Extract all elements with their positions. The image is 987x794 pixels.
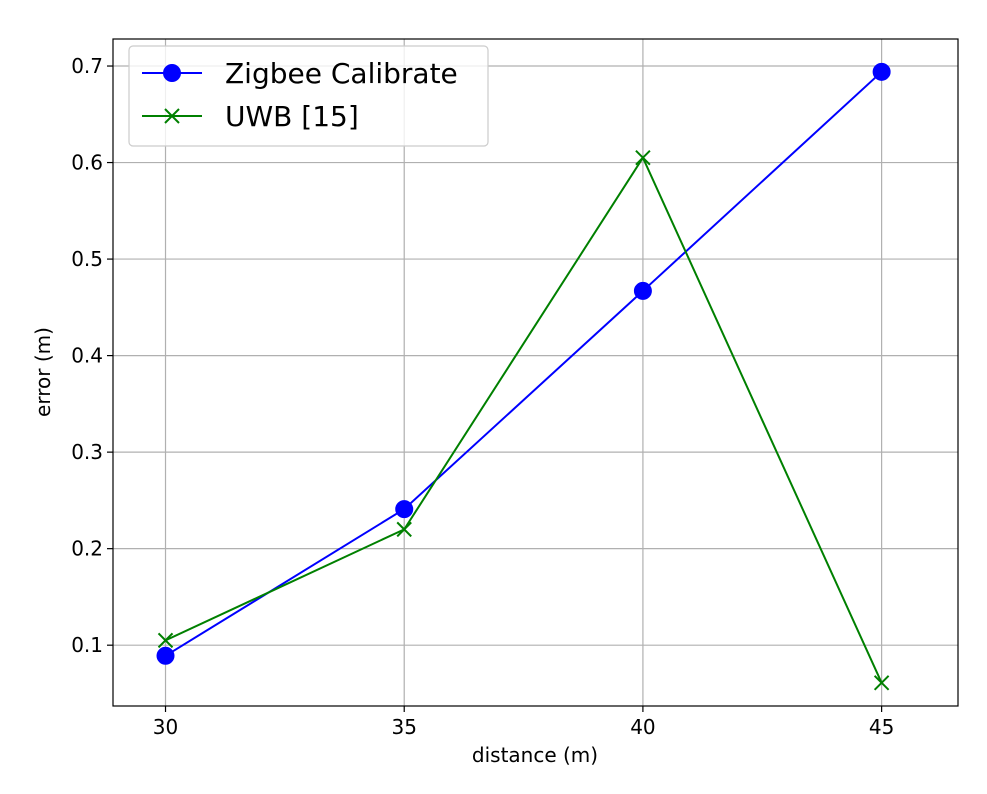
y-tick-label: 0.7 [71,54,103,78]
data-point-zigbee [872,62,891,81]
data-point-uwb [157,632,174,649]
data-point-uwb [873,675,890,691]
legend-label-zigbee: Zigbee Calibrate [225,57,458,90]
y-tick-label: 0.3 [71,440,103,464]
data-point-zigbee [156,646,175,665]
x-tick-label: 35 [391,715,416,739]
data-point-uwb [635,150,651,166]
data-point-zigbee [633,281,652,300]
data-point-zigbee [395,500,414,519]
legend-marker-zigbee [163,64,181,82]
plot-area [156,62,891,691]
legend-marker-uwb [164,108,180,124]
y-tick-label: 0.2 [71,537,103,561]
y-tick-label: 0.6 [71,151,103,175]
x-tick-label: 30 [153,715,178,739]
legend-label-uwb: UWB [15] [225,100,359,133]
y-axis-label: error (m) [31,327,55,417]
y-tick-label: 0.1 [71,633,103,657]
plot-frame [112,38,959,707]
x-axis-ticks: 30 35 40 45 [153,706,894,739]
y-tick-label: 0.5 [71,247,103,271]
data-point-uwb [396,521,412,538]
y-axis-ticks: 0.1 0.2 0.3 0.4 0.5 0.6 0.7 [71,54,113,657]
x-axis-label: distance (m) [472,743,598,767]
y-tick-label: 0.4 [71,344,103,368]
x-tick-label: 45 [869,715,894,739]
legend-box [128,45,489,147]
legend: Zigbee Calibrate UWB [15] [128,45,489,147]
x-tick-label: 40 [630,715,655,739]
series-line-uwb [165,155,883,684]
series-line-zigbee [164,71,883,657]
